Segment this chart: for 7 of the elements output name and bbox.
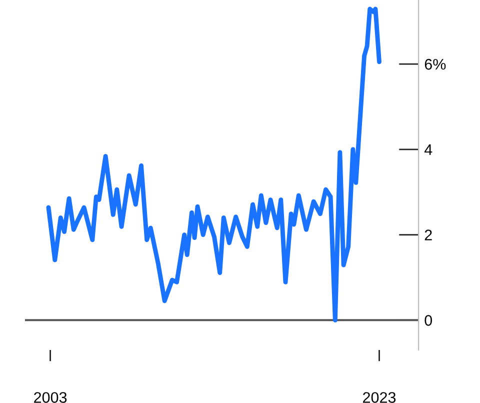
y-tick-label: 0 [424, 314, 432, 326]
y-tick-label: 2 [424, 230, 432, 240]
y-tick-label: 4 [424, 144, 432, 155]
x-tick-label: 2023 [363, 392, 396, 403]
x-tick-label: 2003 [34, 392, 67, 403]
line-series [46, 6, 382, 322]
y-tick-label: 6% [424, 58, 446, 70]
